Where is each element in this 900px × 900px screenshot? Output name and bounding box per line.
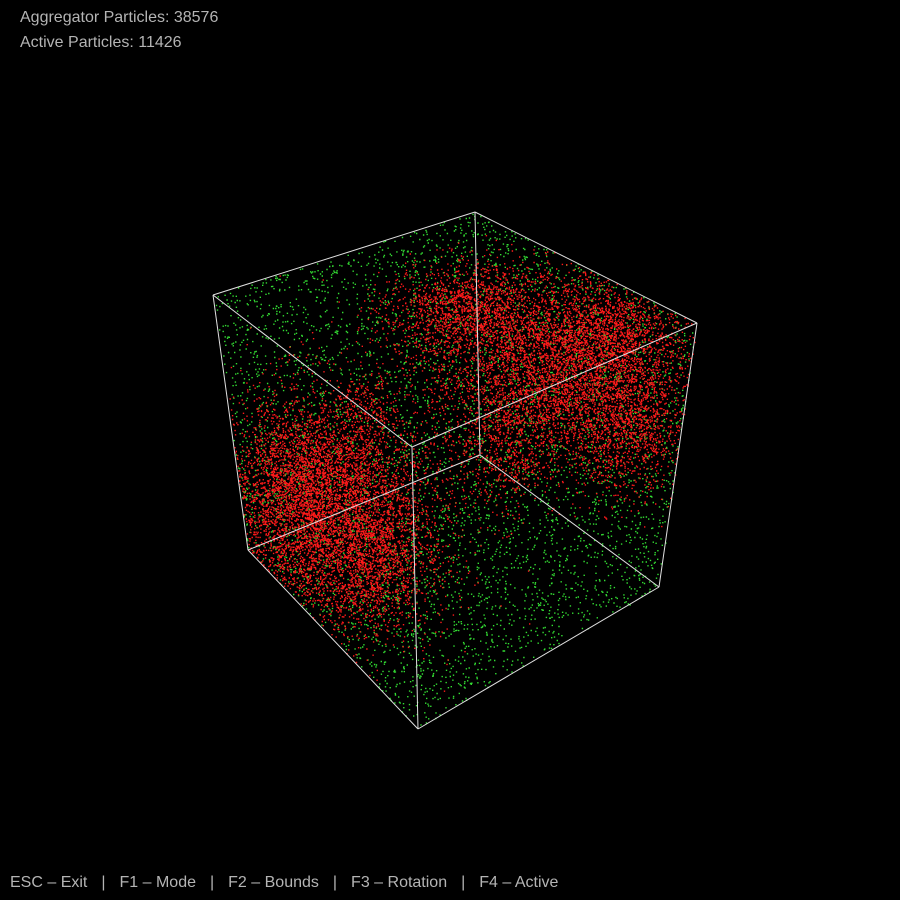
active-particles-readout: Active Particles: 11426 bbox=[20, 33, 182, 53]
bounding-cube-edge bbox=[474, 211, 481, 456]
aggregator-particles-label: Aggregator Particles: bbox=[20, 9, 170, 26]
bounding-cube-edge bbox=[212, 294, 249, 551]
mode-key-hint[interactable]: F1 – Mode bbox=[119, 874, 196, 891]
bounding-cube bbox=[212, 211, 698, 730]
keyboard-controls-bar: ESC – Exit | F1 – Mode | F2 – Bounds | F… bbox=[10, 873, 558, 893]
controls-separator: | bbox=[461, 874, 466, 891]
active-particles-label: Active Particles: bbox=[20, 34, 134, 51]
controls-separator: | bbox=[210, 874, 215, 891]
aggregator-particle-cloud bbox=[229, 235, 696, 692]
rotation-key-hint[interactable]: F3 – Rotation bbox=[351, 874, 448, 891]
controls-separator: | bbox=[101, 874, 106, 891]
active-key-hint[interactable]: F4 – Active bbox=[479, 874, 559, 891]
bounding-cube-edge bbox=[417, 586, 660, 730]
bounds-key-hint[interactable]: F2 – Bounds bbox=[228, 874, 319, 891]
bounding-cube-edge bbox=[247, 549, 419, 730]
bounding-cube-edge bbox=[411, 446, 419, 730]
exit-key-hint[interactable]: ESC – Exit bbox=[10, 874, 88, 891]
bounding-cube-edge bbox=[212, 294, 413, 448]
controls-separator: | bbox=[332, 874, 338, 891]
aggregator-particles-readout: Aggregator Particles: 38576 bbox=[20, 8, 218, 28]
bounding-cube-edge bbox=[247, 454, 481, 551]
aggregator-particles-count: 38576 bbox=[173, 9, 219, 26]
bounding-cube-edge bbox=[658, 322, 698, 588]
active-particles bbox=[215, 213, 694, 726]
active-particle-cloud bbox=[215, 213, 694, 726]
bounding-cube-edge bbox=[411, 322, 698, 448]
bounding-cube-edge bbox=[212, 211, 476, 296]
aggregator-particles bbox=[229, 235, 696, 692]
bounding-cube-edge bbox=[479, 454, 660, 588]
bounding-cube-edge bbox=[474, 211, 698, 324]
active-particles-count: 11426 bbox=[138, 34, 182, 51]
